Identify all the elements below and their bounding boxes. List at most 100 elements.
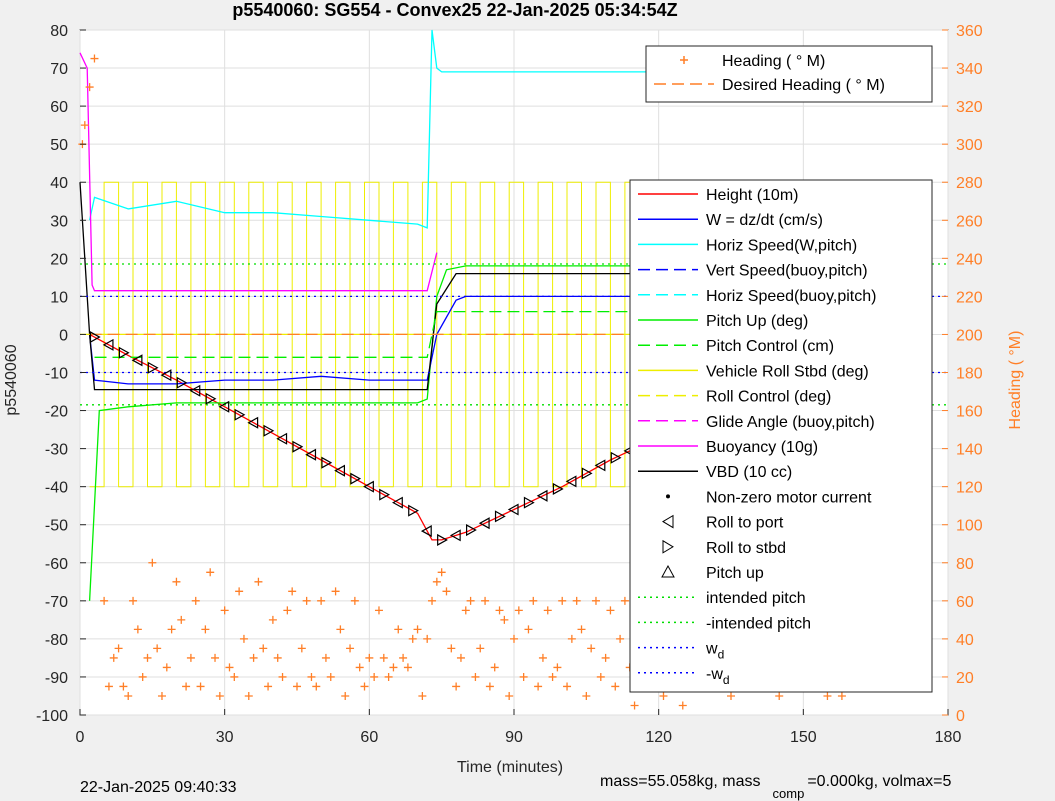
legend-label: Roll to port (706, 515, 784, 532)
heading-point (601, 653, 610, 662)
heading-point (191, 596, 200, 605)
roll-to-stbd-marker (466, 524, 477, 537)
y-tick-label-right: 60 (956, 594, 974, 611)
heading-point (172, 577, 181, 586)
heading-point (350, 596, 359, 605)
legend-label: Horiz Speed(buoy,pitch) (706, 288, 876, 305)
heading-point (524, 625, 533, 634)
heading-point (104, 682, 113, 691)
heading-point (273, 653, 282, 662)
y-tick-label-right: 40 (956, 632, 974, 649)
x-tick-label: 120 (645, 729, 672, 746)
heading-point (288, 587, 297, 596)
heading-point (365, 653, 374, 662)
heading-point (510, 634, 518, 643)
y-tick-label-left: 0 (59, 327, 68, 344)
heading-point (119, 682, 128, 691)
heading-point (182, 682, 191, 691)
heading-point (177, 615, 186, 624)
y-tick-label-left: 80 (50, 23, 68, 40)
legend-label: Non-zero motor current (706, 489, 872, 506)
heading-point (548, 672, 557, 681)
heading-point (514, 606, 523, 615)
heading-point (138, 672, 147, 681)
heading-point (370, 672, 379, 681)
legend-label: Buoyancy (10g) (706, 439, 818, 456)
heading-point (379, 653, 388, 662)
legend-label: -intended pitch (706, 615, 811, 632)
roll-to-stbd-marker (610, 451, 622, 464)
heading-point (389, 663, 398, 672)
footer-mass-text: mass=55.058kg, mass (600, 773, 761, 790)
heading-point (456, 653, 465, 662)
legend-label: Heading ( ° M) (722, 53, 825, 70)
heading-point (196, 682, 205, 691)
x-tick-label: 180 (935, 729, 962, 746)
heading-point (476, 644, 485, 653)
heading-point (485, 682, 494, 691)
roll-to-port-marker (565, 475, 577, 488)
roll-to-stbd-marker (494, 510, 506, 523)
legend-label: Glide Angle (buoy,pitch) (706, 414, 875, 431)
heading-point (80, 121, 89, 130)
heading-point (519, 672, 528, 681)
heading-point (100, 596, 109, 605)
roll-to-stbd-marker (234, 408, 246, 421)
y-tick-label-left: -80 (45, 632, 68, 649)
heading-point (331, 587, 340, 596)
legend-symbol (661, 564, 675, 578)
heading-point (587, 644, 596, 653)
heading-point (572, 596, 581, 605)
legend-label-subscript: d (718, 648, 725, 662)
legend-label: Pitch Control (cm) (706, 338, 834, 355)
footer-mass-sub: comp (773, 786, 805, 801)
heading-point (428, 596, 437, 605)
y-tick-label-left: -50 (45, 518, 68, 535)
heading-point (90, 54, 99, 63)
heading-point (837, 691, 846, 700)
roll-to-stbd-marker (292, 440, 304, 453)
legend-label: Horiz Speed(W,pitch) (706, 237, 857, 254)
heading-point (538, 653, 547, 662)
heading-point (129, 596, 138, 605)
heading-point (823, 691, 832, 700)
roll-to-stbd-marker (89, 331, 101, 344)
heading-point (239, 634, 248, 643)
heading-point (360, 682, 369, 691)
y-tick-label-right: 20 (956, 670, 974, 687)
y-tick-label-left: -90 (45, 670, 68, 687)
roll-to-stbd-marker (552, 482, 564, 495)
legend-main-box (629, 179, 933, 693)
y-tick-label-left: 60 (50, 99, 68, 116)
y-axis-label-right: Heading ( °M) (1007, 331, 1024, 430)
heading-point (312, 682, 321, 691)
heading-point (148, 558, 157, 567)
footer-mass-text2: =0.000kg, volmax=5 (807, 773, 951, 790)
heading-point (278, 672, 287, 681)
y-tick-label-right: 320 (956, 99, 983, 116)
heading-point (563, 682, 572, 691)
heading-point (114, 644, 123, 653)
heading-point (220, 606, 229, 615)
heading-point (321, 653, 330, 662)
heading-point (611, 682, 620, 691)
y-tick-label-left: -30 (45, 442, 68, 459)
x-tick-label: 60 (360, 729, 378, 746)
heading-point (133, 625, 142, 634)
y-tick-label-left: -20 (45, 404, 68, 421)
heading-point (225, 663, 234, 672)
roll-to-stbd-marker (263, 424, 275, 437)
roll-to-stbd-marker (437, 533, 448, 546)
heading-point (307, 672, 316, 681)
legend-heading-box (645, 45, 933, 103)
heading-point (452, 682, 461, 691)
roll-to-stbd-marker (350, 472, 362, 485)
roll-to-port-marker (594, 459, 606, 472)
roll-to-stbd-marker (147, 361, 159, 374)
heading-point (85, 83, 94, 92)
heading-point (423, 634, 432, 643)
roll-to-port-marker (305, 448, 317, 461)
roll-to-port-marker (420, 525, 432, 538)
heading-point (534, 682, 543, 691)
y-tick-label-left: -70 (45, 594, 68, 611)
